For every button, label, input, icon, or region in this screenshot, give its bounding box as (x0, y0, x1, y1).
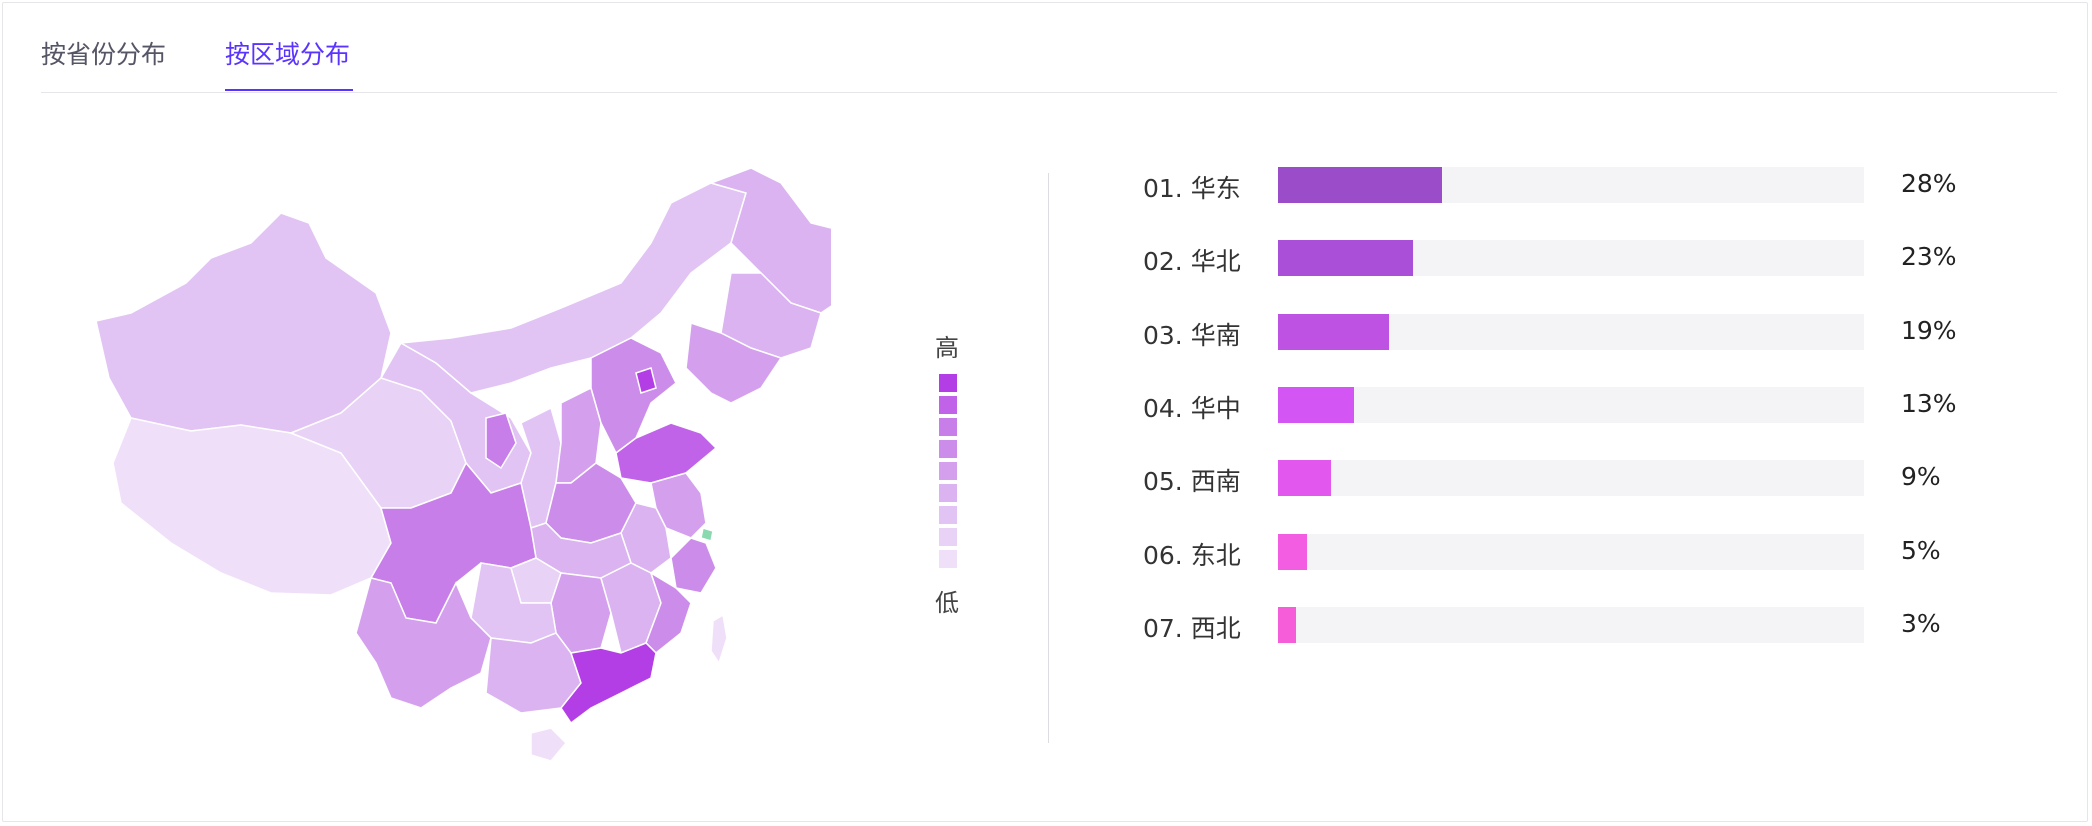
legend-swatch (939, 396, 957, 414)
rank-label: 02. 华北 (1143, 247, 1241, 276)
rank-label: 06. 东北 (1143, 541, 1241, 570)
rank-label: 01. 华东 (1143, 174, 1241, 203)
map-region-taiwan[interactable] (710, 613, 728, 665)
active-tab-indicator (225, 89, 353, 91)
map-region-hainan[interactable] (530, 727, 568, 762)
rank-row: 05. 西南 9% (1143, 460, 1993, 496)
china-choropleth-map (91, 163, 872, 773)
rank-row: 06. 东北 5% (1143, 534, 1993, 570)
map-region-liaoning[interactable] (685, 321, 783, 404)
bar-track (1278, 240, 1864, 276)
bar-fill[interactable] (1278, 534, 1307, 570)
bar-fill[interactable] (1278, 460, 1331, 496)
legend-swatch (939, 440, 957, 458)
map-region-shanghai[interactable] (700, 527, 714, 542)
tab-by-region[interactable]: 按区域分布 (225, 40, 351, 69)
rank-value-label: 23% (1901, 242, 1957, 271)
rank-value-label: 3% (1901, 609, 1941, 638)
tab-bar: 按省份分布 按区域分布 (41, 3, 2057, 93)
map-region-beijing[interactable] (635, 367, 657, 394)
map-region-yunnan[interactable] (355, 577, 492, 709)
rank-value-label: 13% (1901, 389, 1957, 418)
rank-value-label: 19% (1901, 316, 1957, 345)
legend-swatch (939, 484, 957, 502)
rank-row: 02. 华北 23% (1143, 240, 1993, 276)
bar-track (1278, 460, 1864, 496)
map-region-fujian[interactable] (645, 571, 692, 655)
bar-fill[interactable] (1278, 607, 1296, 643)
bar-track (1278, 534, 1864, 570)
legend-high-label: 高 (935, 334, 959, 362)
rank-row: 07. 西北 3% (1143, 607, 1993, 643)
bar-track (1278, 167, 1864, 203)
legend-swatch (939, 506, 957, 524)
bar-track (1278, 387, 1864, 423)
bar-fill[interactable] (1278, 387, 1354, 423)
rank-row: 04. 华中 13% (1143, 387, 1993, 423)
rank-row: 01. 华东 28% (1143, 167, 1993, 203)
bar-fill[interactable] (1278, 167, 1442, 203)
rank-value-label: 9% (1901, 462, 1941, 491)
bar-fill[interactable] (1278, 240, 1413, 276)
map-region-shandong[interactable] (615, 422, 718, 484)
legend-swatch (939, 528, 957, 546)
rank-value-label: 5% (1901, 536, 1941, 565)
bar-track (1278, 607, 1864, 643)
legend-swatch (939, 374, 957, 392)
rank-label: 05. 西南 (1143, 467, 1241, 496)
map-region-hebei[interactable] (590, 337, 677, 455)
rank-label: 03. 华南 (1143, 321, 1241, 350)
map-region-zhejiang[interactable] (670, 537, 717, 594)
rank-row: 03. 华南 19% (1143, 314, 1993, 350)
section-divider (1048, 173, 1049, 743)
legend-swatch (939, 418, 957, 436)
legend-low-label: 低 (935, 589, 959, 617)
rank-value-label: 28% (1901, 169, 1957, 198)
legend-swatch (939, 550, 957, 568)
rank-label: 07. 西北 (1143, 614, 1241, 643)
map-region-ningxia[interactable] (485, 412, 517, 470)
map-region-xinjiang[interactable] (95, 212, 392, 434)
bar-fill[interactable] (1278, 314, 1389, 350)
tab-by-province[interactable]: 按省份分布 (41, 40, 167, 69)
bar-track (1278, 314, 1864, 350)
legend-swatch (939, 462, 957, 480)
rank-label: 04. 华中 (1143, 394, 1241, 423)
map-region-guangdong[interactable] (560, 642, 657, 725)
